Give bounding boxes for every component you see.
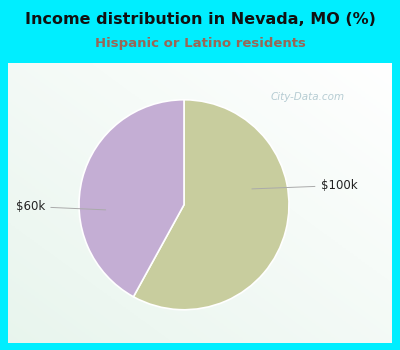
Wedge shape xyxy=(134,100,289,310)
Text: $100k: $100k xyxy=(252,179,357,192)
Text: Income distribution in Nevada, MO (%): Income distribution in Nevada, MO (%) xyxy=(24,12,376,27)
Wedge shape xyxy=(79,100,184,297)
Text: Hispanic or Latino residents: Hispanic or Latino residents xyxy=(94,37,306,50)
Text: $60k: $60k xyxy=(16,200,106,213)
Text: City-Data.com: City-Data.com xyxy=(270,92,344,102)
